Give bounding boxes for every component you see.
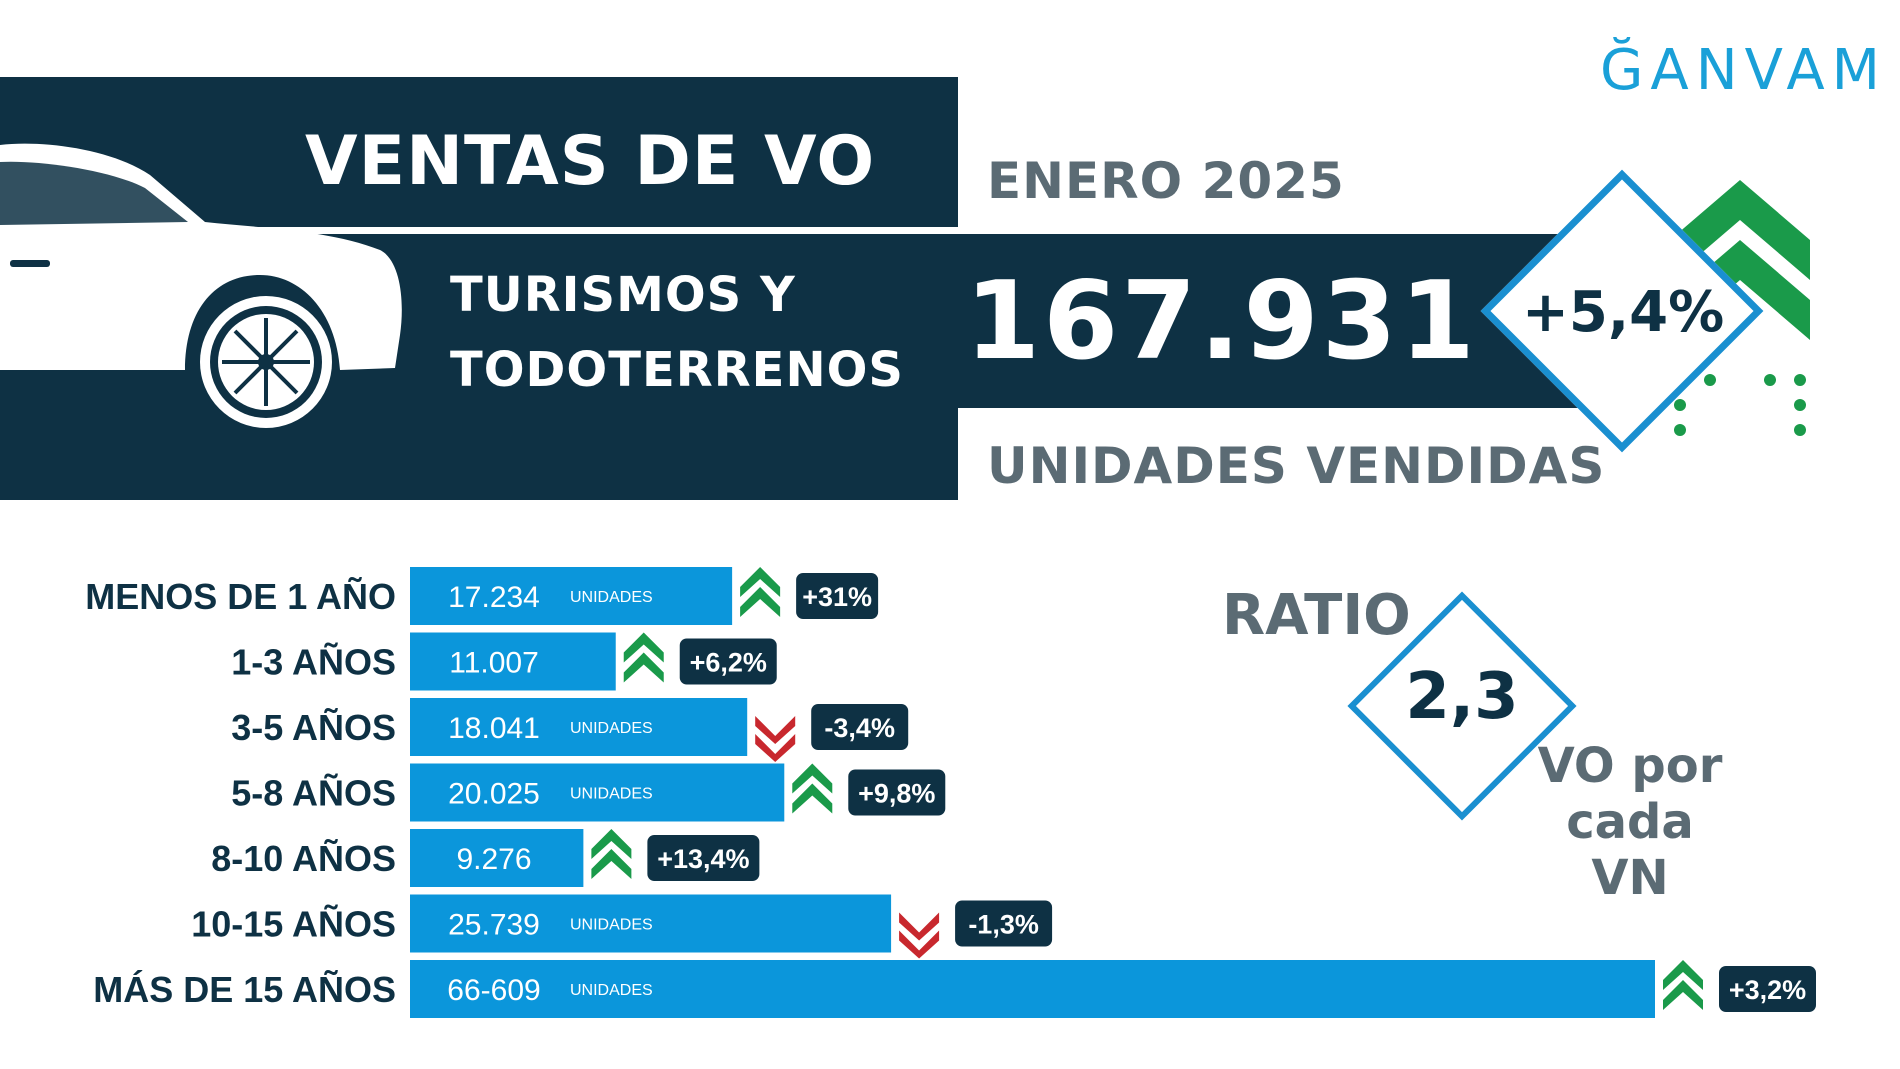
bar (410, 632, 616, 691)
up-arrow-icon (591, 849, 632, 879)
change-label: +3,2% (1729, 975, 1806, 1005)
total-units-label: UNIDADES VENDIDAS (987, 437, 1606, 495)
up-arrow-icon (623, 632, 664, 663)
up-arrow-icon (1663, 980, 1703, 1010)
down-arrow-icon (899, 930, 940, 959)
bar (410, 567, 733, 625)
bar-value-label: 20.025 (448, 778, 540, 811)
bar-unit-label: UNIDADES (570, 720, 653, 737)
category-label: 1-3 AÑOS (231, 641, 396, 683)
total-change-value: +5,4% (1522, 280, 1725, 345)
change-label: -3,4% (824, 713, 895, 743)
change-label: +9,8% (858, 779, 935, 809)
change-badge (848, 769, 946, 816)
up-arrow-icon (1663, 960, 1703, 990)
change-badge (811, 704, 909, 750)
down-arrow-icon (755, 716, 796, 744)
change-badge (647, 835, 760, 881)
up-arrow-icon (740, 587, 781, 617)
bar-value-label: 11.007 (449, 647, 539, 680)
change-badge (1719, 966, 1816, 1012)
category-label: 8-10 AÑOS (211, 837, 396, 879)
segment-label: TURISMOS Y TODOTERRENOS (450, 258, 904, 408)
ratio-caption-line-1: VO por (1537, 738, 1723, 794)
change-label: +6,2% (690, 648, 767, 678)
bar-unit-label: UNIDADES (570, 786, 653, 803)
change-label: +13,4% (657, 844, 749, 874)
bar-value-label: 9.276 (456, 843, 531, 876)
bar-unit-label: UNIDADES (570, 917, 653, 934)
change-badge (679, 638, 777, 685)
up-arrow-icon (623, 652, 664, 683)
total-units: 167.931 (965, 259, 1478, 384)
bar (410, 829, 584, 887)
category-label: MÁS DE 15 AÑOS (93, 968, 396, 1010)
segment-line-2: TODOTERRENOS (450, 342, 904, 398)
bar-unit-label: UNIDADES (570, 589, 653, 606)
up-arrow-icon (792, 783, 833, 814)
ratio-value: 2,3 (1405, 660, 1519, 734)
up-arrow-icon (591, 829, 632, 859)
ratio-caption: VO por cada VN (1520, 738, 1740, 906)
bar (410, 763, 785, 822)
change-label: +31% (802, 582, 872, 612)
down-arrow-icon (755, 734, 796, 762)
up-arrow-icon (740, 567, 781, 597)
ganvam-logo: ĞANVAM (1600, 38, 1887, 103)
page-title: VENTAS DE VO (305, 122, 876, 201)
bar-value-label: 66-609 (447, 974, 540, 1007)
ratio-caption-line-2: cada VN (1566, 794, 1694, 906)
bar (410, 894, 892, 953)
bar-value-label: 25.739 (448, 909, 540, 942)
change-label: -1,3% (968, 910, 1039, 940)
change-badge (955, 900, 1053, 947)
bar (410, 698, 748, 756)
bar-value-label: 18.041 (448, 712, 540, 745)
header-lower-band (0, 400, 958, 500)
category-label: 5-8 AÑOS (231, 772, 396, 814)
period-label: ENERO 2025 (987, 152, 1345, 210)
category-label: 3-5 AÑOS (231, 706, 396, 748)
segment-line-1: TURISMOS Y (450, 267, 796, 323)
bar (410, 960, 1655, 1018)
bar-value-label: 17.234 (448, 581, 540, 614)
change-badge (796, 573, 879, 619)
bar-unit-label: UNIDADES (570, 982, 653, 999)
car-icon (0, 143, 402, 428)
ratio-label: RATIO (1222, 583, 1411, 648)
category-label: MENOS DE 1 AÑO (85, 575, 396, 617)
down-arrow-icon (899, 912, 940, 941)
category-label: 10-15 AÑOS (191, 903, 396, 945)
up-arrow-icon (792, 763, 833, 794)
